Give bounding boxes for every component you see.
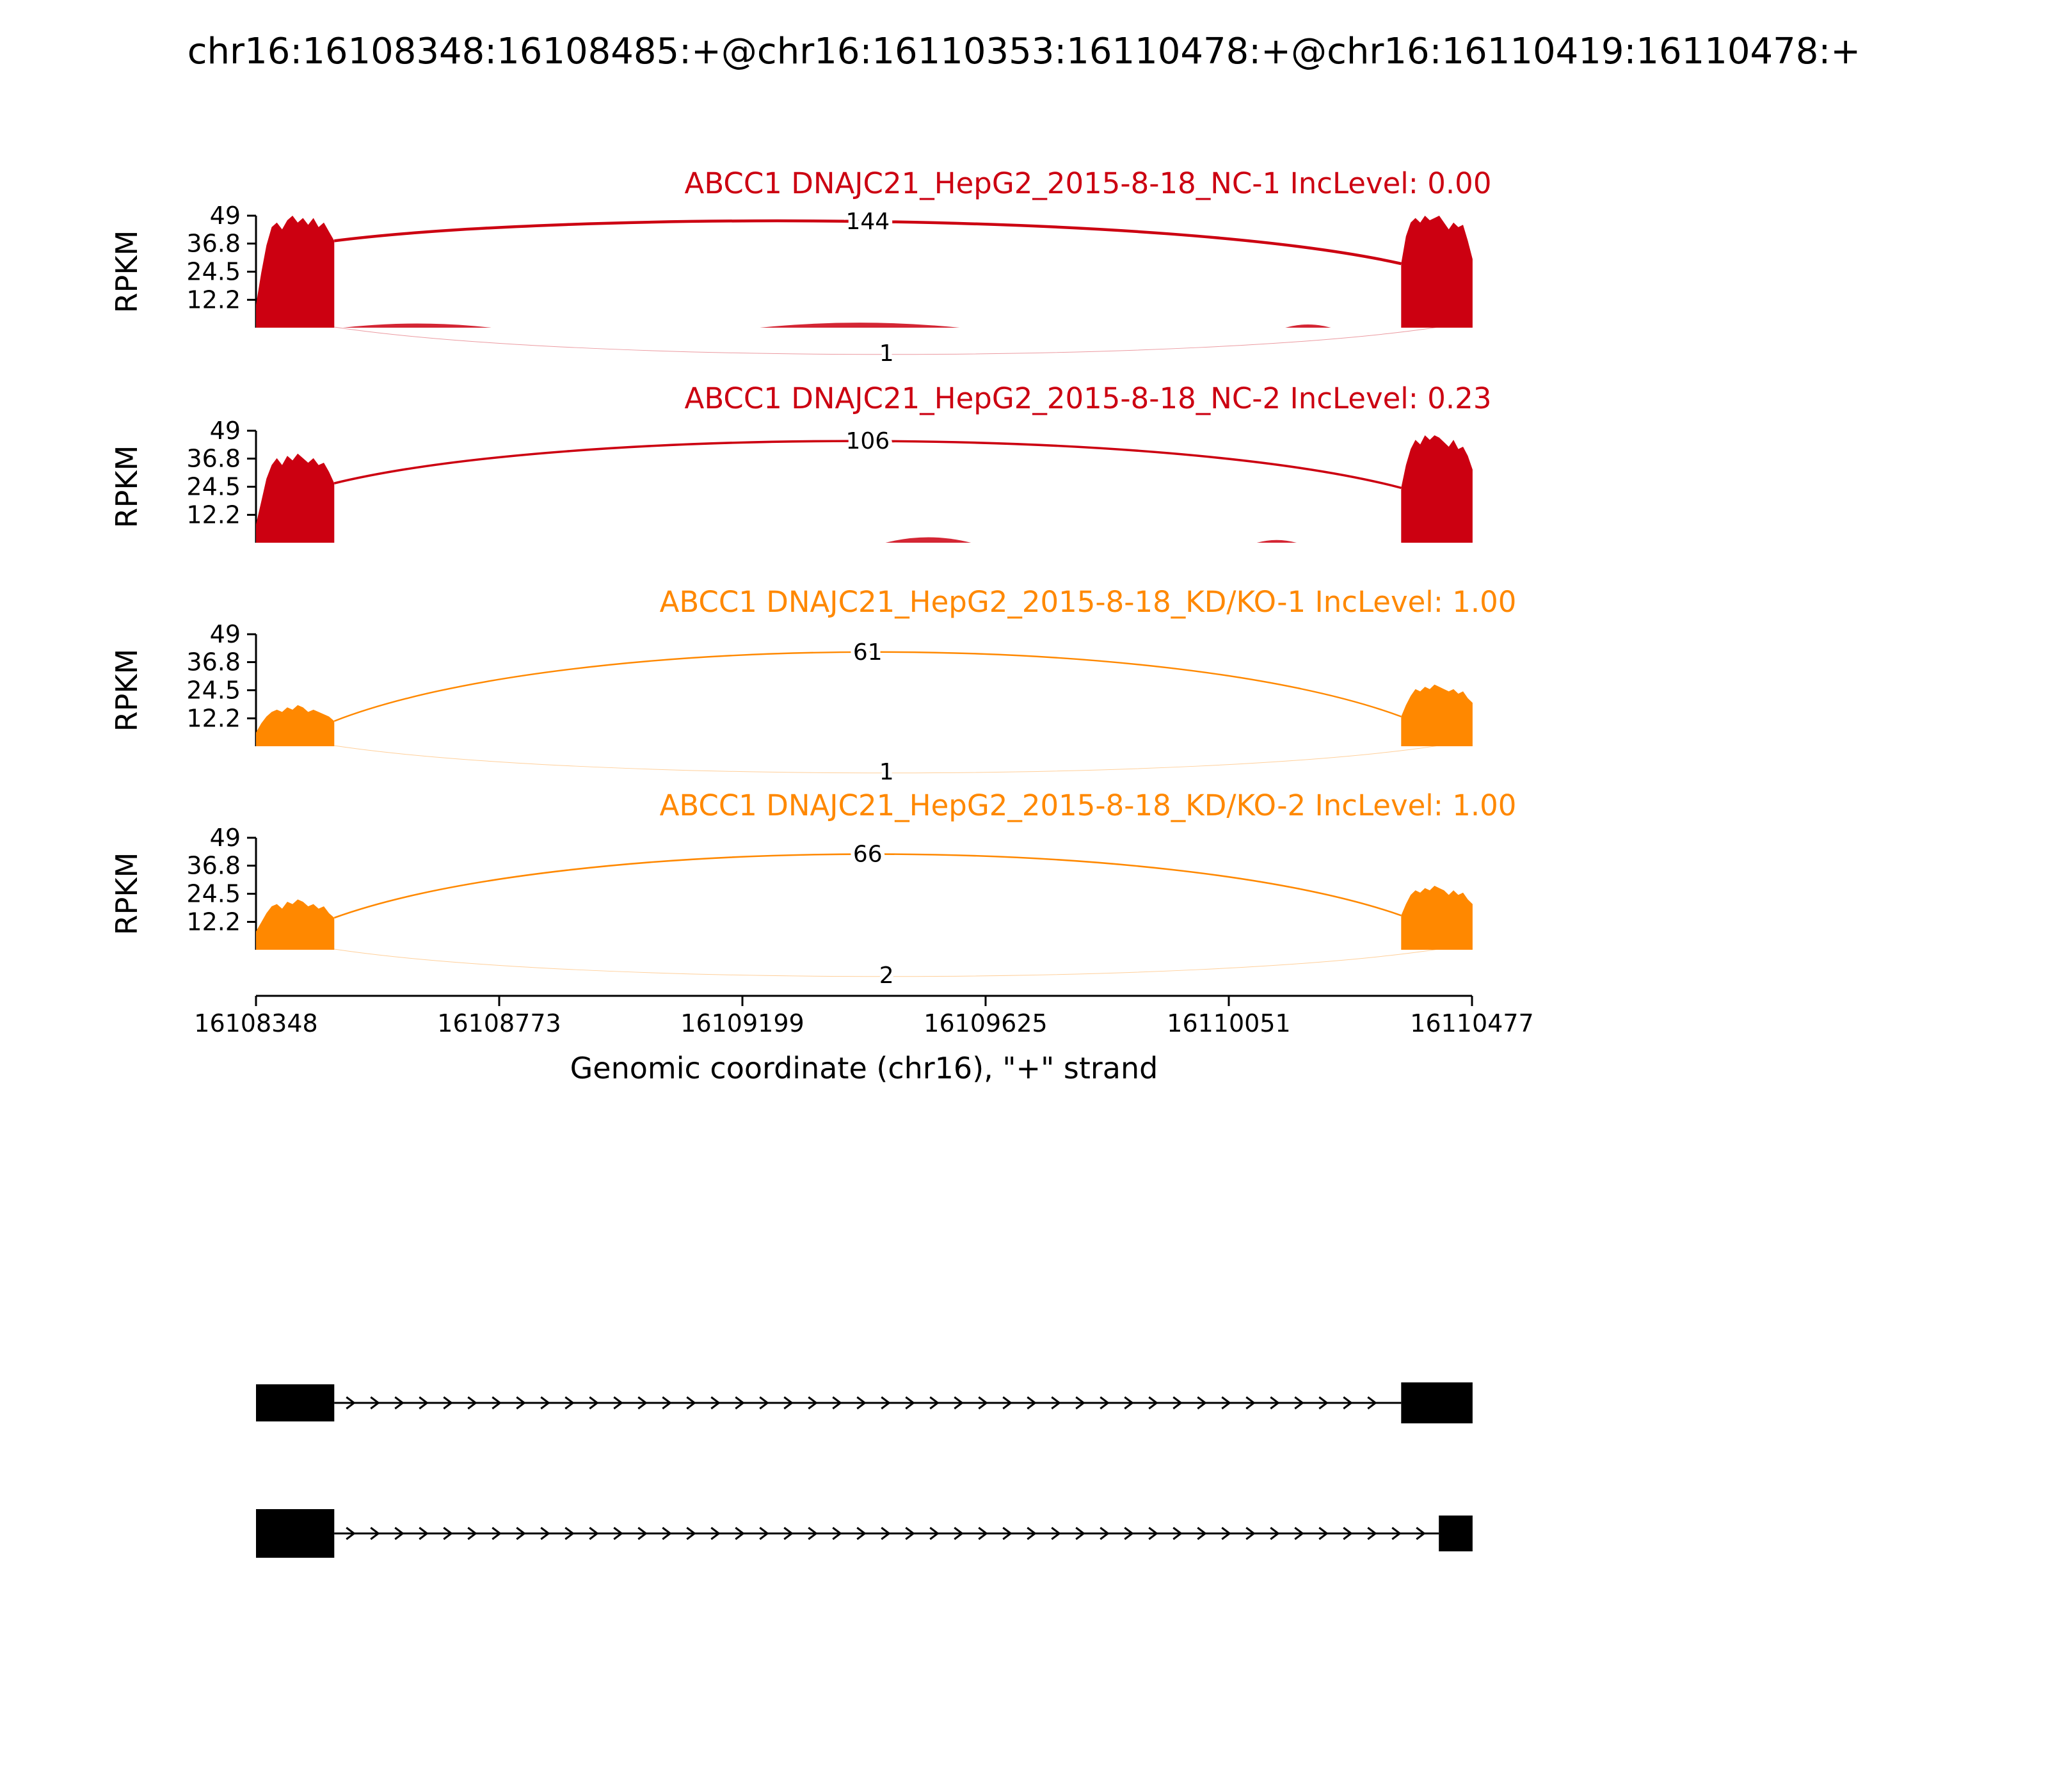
- y-axis-title: RPKM: [109, 230, 144, 314]
- y-tick-label: 36.8: [186, 648, 241, 676]
- junction-count-label: 1: [879, 759, 894, 785]
- junction-arc: [333, 853, 1402, 919]
- y-tick-label: 49: [210, 824, 241, 852]
- figure-title: chr16:16108348:16108485:+@chr16:16110353…: [187, 31, 1861, 72]
- track-title-kdko1: ABCC1 DNAJC21_HepG2_2015-8-18_KD/KO-1 In…: [659, 585, 1517, 619]
- x-tick-label: 16109625: [924, 1009, 1047, 1037]
- y-axis-title: RPKM: [109, 852, 144, 936]
- exon-box: [256, 1384, 335, 1421]
- x-tick-label: 16110051: [1167, 1009, 1290, 1037]
- y-tick-label: 24.5: [186, 676, 241, 705]
- strand-arrow-chevrons: [346, 1396, 1377, 1410]
- y-tick-label: 12.2: [186, 704, 241, 732]
- junction-arc: [333, 440, 1402, 490]
- junction-count-label: 144: [845, 209, 890, 235]
- junction-count-label: 61: [853, 639, 883, 666]
- y-tick-label: 24.5: [186, 880, 241, 908]
- y-tick-label: 12.2: [186, 500, 241, 529]
- track-title-kdko2: ABCC1 DNAJC21_HepG2_2015-8-18_KD/KO-2 In…: [659, 788, 1517, 822]
- coverage-right-exon: [1401, 684, 1473, 746]
- y-tick-label: 36.8: [186, 230, 241, 258]
- intron-coverage-noise: [760, 323, 960, 328]
- exon-box: [1439, 1516, 1473, 1551]
- coverage-left-exon: [256, 216, 335, 328]
- coverage-right-exon: [1401, 216, 1473, 328]
- coverage-left-exon: [256, 705, 335, 746]
- exon-box: [1401, 1382, 1473, 1423]
- y-tick-label: 12.2: [186, 285, 241, 314]
- junction-count-label: 1: [879, 340, 894, 367]
- x-tick-label: 16109199: [680, 1009, 804, 1037]
- x-tick-label: 16108773: [437, 1009, 561, 1037]
- coverage-right-exon: [1401, 886, 1473, 950]
- y-tick-label: 49: [210, 202, 241, 230]
- track-title-nc2: ABCC1 DNAJC21_HepG2_2015-8-18_NC-2 IncLe…: [684, 381, 1492, 415]
- intron-coverage-noise: [1256, 540, 1297, 543]
- junction-arc: [334, 219, 1402, 266]
- x-axis-label: Genomic coordinate (chr16), "+" strand: [570, 1051, 1158, 1085]
- coverage-left-exon: [256, 453, 335, 543]
- junction-arc: [333, 651, 1402, 722]
- y-axis-title: RPKM: [109, 445, 144, 529]
- x-tick-label: 16108348: [194, 1009, 317, 1037]
- coverage-left-exon: [256, 899, 335, 950]
- junction-arc: [334, 326, 1439, 355]
- y-tick-label: 12.2: [186, 908, 241, 936]
- y-axis-title: RPKM: [109, 649, 144, 732]
- junction-count-label: 66: [853, 842, 883, 868]
- y-tick-label: 36.8: [186, 445, 241, 473]
- y-tick-label: 36.8: [186, 852, 241, 880]
- junction-arc: [334, 745, 1439, 774]
- junction-count-label: 2: [879, 963, 894, 989]
- exon-box: [256, 1509, 335, 1558]
- y-tick-label: 24.5: [186, 473, 241, 501]
- x-tick-label: 16110477: [1410, 1009, 1533, 1037]
- intron-coverage-noise: [342, 323, 492, 328]
- y-tick-label: 24.5: [186, 258, 241, 286]
- junction-count-label: 106: [845, 428, 890, 454]
- y-tick-label: 49: [210, 417, 241, 445]
- intron-coverage-noise: [1285, 324, 1331, 328]
- coverage-right-exon: [1401, 435, 1473, 543]
- intron-coverage-noise: [885, 537, 972, 543]
- junction-arc: [334, 948, 1439, 977]
- strand-arrow-chevrons: [346, 1526, 1426, 1540]
- track-title-nc1: ABCC1 DNAJC21_HepG2_2015-8-18_NC-1 IncLe…: [684, 166, 1492, 200]
- y-tick-label: 49: [210, 620, 241, 648]
